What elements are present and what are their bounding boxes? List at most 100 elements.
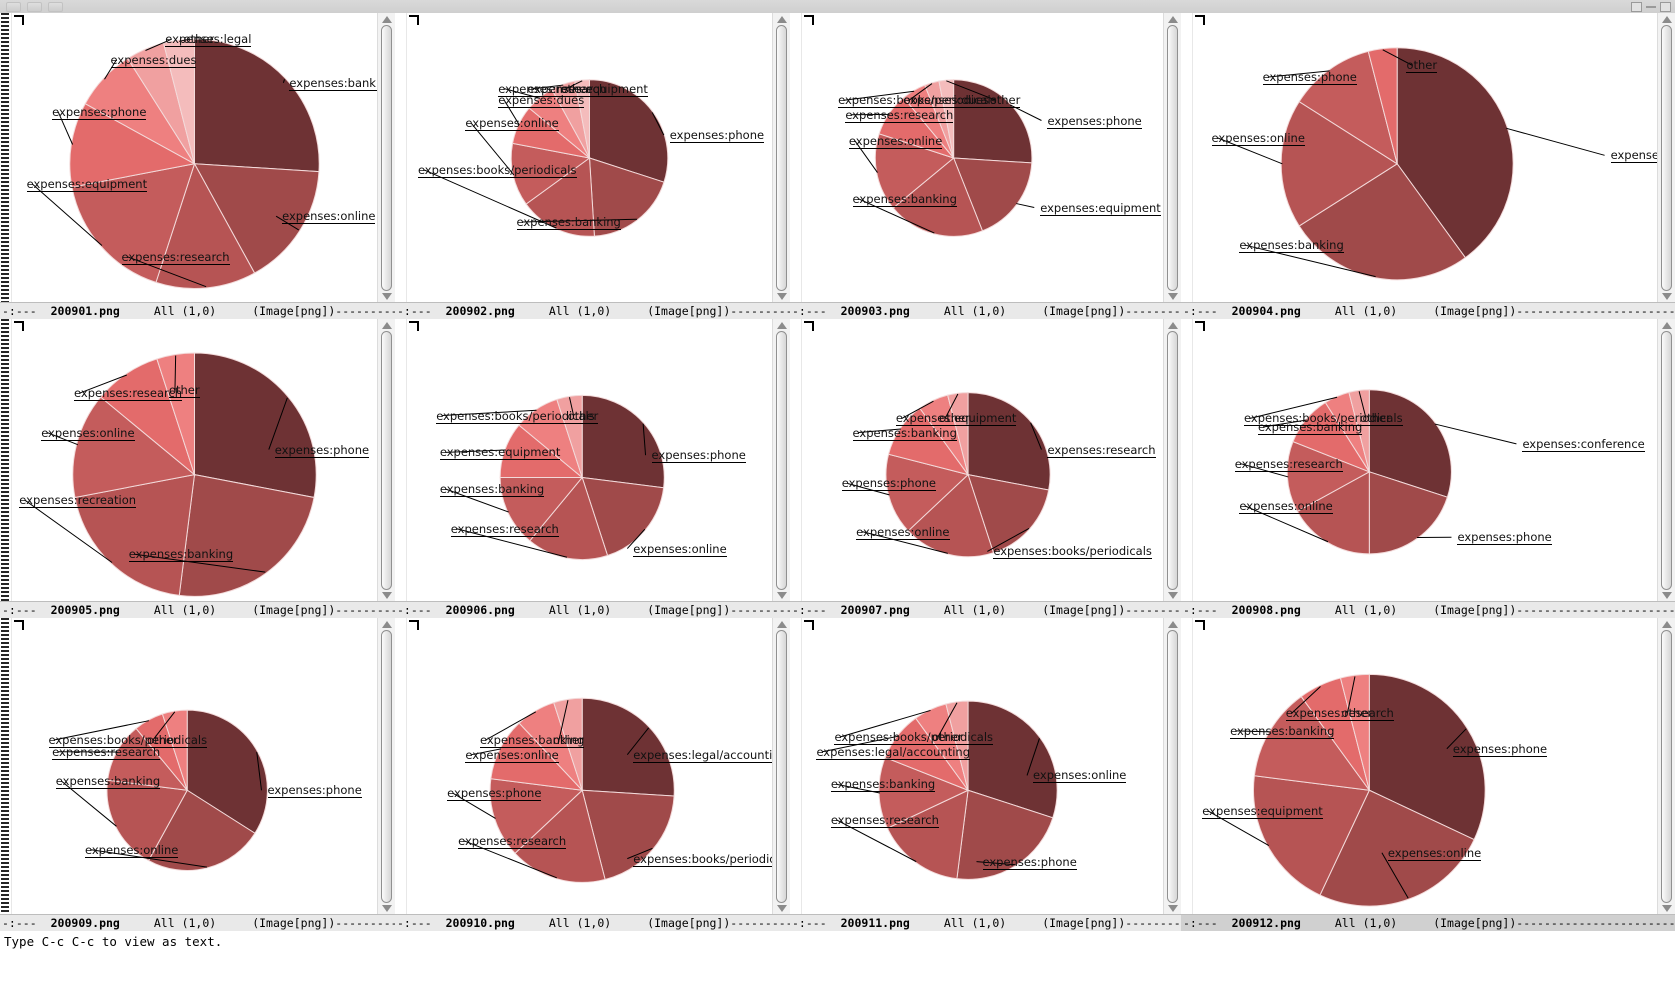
pie-slice-label: expenses:equipment [1202, 804, 1323, 820]
scroll-down-icon[interactable] [1167, 905, 1178, 912]
pie-slice-label: expenses:banking [1239, 238, 1344, 254]
emacs-window[interactable]: expenses:phone expenses:banking expenses:r… [0, 319, 395, 618]
pie-slice-label: expenses:phone [1457, 530, 1552, 546]
pie-slice [967, 700, 1058, 819]
scroll-up-icon[interactable] [381, 16, 392, 23]
scroll-up-icon[interactable] [1661, 16, 1672, 23]
image-canvas[interactable]: expenses:conference expenses:phone expense… [1192, 319, 1657, 602]
scroll-down-icon[interactable] [1661, 592, 1672, 599]
scroll-up-icon[interactable] [776, 16, 787, 23]
label-leader-line [1026, 738, 1040, 776]
image-canvas[interactable]: expenses:phone expenses:online expenses:re… [406, 319, 772, 602]
emacs-window[interactable]: expenses:phone expenses:banking expenses:b… [395, 13, 790, 319]
scroll-down-icon[interactable] [776, 293, 787, 300]
image-canvas[interactable]: expenses:research expenses:banking expense… [1192, 13, 1657, 303]
image-canvas[interactable]: expenses:phone expenses:online expenses:ba… [11, 618, 377, 915]
pie-slice-label: expenses:books/periodicals [436, 408, 595, 424]
scrollbar-thumb[interactable] [381, 25, 392, 291]
scrollbar-thumb[interactable] [1661, 630, 1672, 903]
undo-button[interactable] [48, 1, 63, 12]
vertical-scrollbar[interactable] [1657, 13, 1675, 303]
scroll-up-icon[interactable] [1661, 322, 1672, 329]
label-leader-line [1446, 728, 1467, 750]
emacs-window[interactable]: expenses:research expenses:banking expense… [1181, 13, 1675, 319]
window-restore-icon[interactable] [1631, 1, 1642, 12]
scrollbar-thumb[interactable] [776, 630, 787, 903]
emacs-window[interactable]: expenses:online expenses:phone expenses:re… [790, 618, 1181, 931]
vertical-scrollbar[interactable] [1163, 319, 1181, 602]
image-canvas[interactable]: expenses:online expenses:phone expenses:re… [801, 618, 1163, 915]
emacs-window[interactable]: expenses:phone expenses:equipment expenses… [790, 13, 1181, 319]
pie-slice-label: expenses:phone [841, 476, 936, 492]
scrollbar-thumb[interactable] [1661, 25, 1672, 291]
scrollbar-thumb[interactable] [1661, 331, 1672, 590]
pie-slice [71, 163, 196, 284]
pie-chart: expenses:phone expenses:online expenses:eq… [1193, 618, 1657, 915]
image-canvas[interactable]: expenses:phone expenses:banking expenses:b… [406, 13, 772, 303]
scrollbar-thumb[interactable] [1167, 630, 1178, 903]
image-canvas[interactable]: expenses:research expenses:books/periodic… [801, 319, 1163, 602]
scrollbar-thumb[interactable] [381, 630, 392, 903]
scrollbar-thumb[interactable] [776, 25, 787, 291]
scroll-up-icon[interactable] [381, 322, 392, 329]
label-leader-line [54, 720, 150, 741]
fringe-indicator [0, 618, 11, 915]
vertical-scrollbar[interactable] [772, 618, 790, 915]
scroll-up-icon[interactable] [776, 621, 787, 628]
modeline-position: All (1,0) [943, 916, 1007, 930]
scroll-up-icon[interactable] [1167, 16, 1178, 23]
pie-slice [945, 700, 969, 791]
emacs-window[interactable]: expenses:phone expenses:online expenses:eq… [1181, 618, 1675, 931]
image-canvas[interactable]: expenses:phone expenses:online expenses:eq… [1192, 618, 1657, 915]
pie-slice [967, 474, 1050, 554]
vertical-scrollbar[interactable] [1163, 13, 1181, 303]
scroll-down-icon[interactable] [1167, 592, 1178, 599]
scrollbar-thumb[interactable] [381, 331, 392, 590]
scroll-up-icon[interactable] [1167, 621, 1178, 628]
scrollbar-thumb[interactable] [1167, 331, 1178, 590]
modeline-position: All (1,0) [1334, 916, 1398, 930]
pie-slice [907, 473, 995, 558]
pie-slices [844, 79, 1042, 237]
scroll-down-icon[interactable] [381, 905, 392, 912]
emacs-window[interactable]: expenses:banking expenses:online expenses:… [0, 13, 395, 319]
scroll-down-icon[interactable] [381, 293, 392, 300]
save-button[interactable] [27, 1, 42, 12]
modeline-majormode: (Image[png]) [647, 304, 731, 318]
scroll-down-icon[interactable] [776, 592, 787, 599]
image-canvas[interactable]: expenses:phone expenses:banking expenses:r… [11, 319, 377, 602]
image-canvas[interactable]: expenses:phone expenses:equipment expenses… [801, 13, 1163, 303]
image-canvas[interactable]: expenses:banking expenses:online expenses:… [11, 13, 377, 303]
vertical-scrollbar[interactable] [1657, 319, 1675, 602]
emacs-window[interactable]: expenses:conference expenses:phone expense… [1181, 319, 1675, 618]
emacs-window[interactable]: expenses:legal/accounting expenses:books/… [395, 618, 790, 931]
pie-slice-label: expenses:books/periodicals [633, 852, 772, 867]
vertical-scrollbar[interactable] [377, 618, 395, 915]
open-button[interactable] [6, 1, 21, 12]
scroll-up-icon[interactable] [1661, 621, 1672, 628]
vertical-scrollbar[interactable] [1163, 618, 1181, 915]
scroll-up-icon[interactable] [1167, 322, 1178, 329]
emacs-window[interactable]: expenses:phone expenses:online expenses:re… [395, 319, 790, 618]
vertical-scrollbar[interactable] [1657, 618, 1675, 915]
window-close-icon[interactable] [1660, 1, 1671, 12]
scroll-down-icon[interactable] [776, 905, 787, 912]
vertical-scrollbar[interactable] [377, 319, 395, 602]
label-leader-line [651, 112, 665, 136]
scroll-down-icon[interactable] [1167, 293, 1178, 300]
scroll-down-icon[interactable] [1661, 293, 1672, 300]
scroll-down-icon[interactable] [381, 592, 392, 599]
vertical-scrollbar[interactable] [377, 13, 395, 303]
vertical-scrollbar[interactable] [772, 13, 790, 303]
vertical-scrollbar[interactable] [772, 319, 790, 602]
emacs-window[interactable]: expenses:phone expenses:online expenses:ba… [0, 618, 395, 931]
scroll-down-icon[interactable] [1661, 905, 1672, 912]
scrollbar-thumb[interactable] [776, 331, 787, 590]
scrollbar-thumb[interactable] [1167, 25, 1178, 291]
image-canvas[interactable]: expenses:legal/accounting expenses:books/… [406, 618, 772, 915]
scroll-up-icon[interactable] [381, 621, 392, 628]
window-minimize-icon[interactable] [1646, 5, 1656, 8]
pie-slice-label: other [168, 383, 200, 399]
scroll-up-icon[interactable] [776, 322, 787, 329]
emacs-window[interactable]: expenses:research expenses:books/periodic… [790, 319, 1181, 618]
